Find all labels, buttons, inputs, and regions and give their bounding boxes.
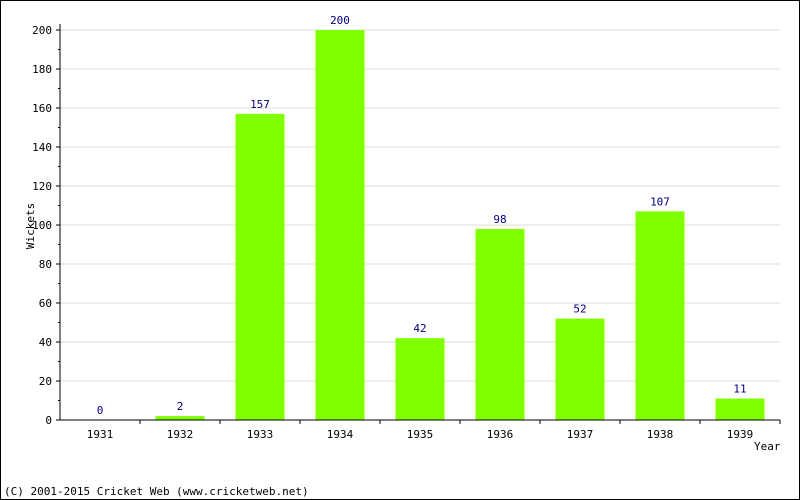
data-label: 0 xyxy=(97,404,104,417)
axes xyxy=(56,24,781,424)
bar-1932 xyxy=(155,416,205,420)
bar-1933 xyxy=(235,113,285,420)
y-tick-label: 120 xyxy=(32,180,52,193)
x-tick-labels: 1931 1932 1933 1934 1935 1936 1937 1938 1939 xyxy=(87,428,754,441)
x-tick-label: 1932 xyxy=(167,428,194,441)
y-tick-label: 160 xyxy=(32,102,52,115)
bar-1935 xyxy=(395,338,445,420)
bars xyxy=(155,30,765,420)
x-tick-label: 1936 xyxy=(487,428,514,441)
data-label: 98 xyxy=(493,213,506,226)
data-labels: 0 2 157 200 42 98 52 107 11 xyxy=(97,14,747,417)
x-tick-label: 1931 xyxy=(87,428,114,441)
data-label: 11 xyxy=(733,383,746,396)
bar-1938 xyxy=(635,211,685,420)
y-tick-label: 200 xyxy=(32,24,52,37)
y-tick-label: 0 xyxy=(45,414,52,427)
data-label: 42 xyxy=(413,322,426,335)
bar-1939 xyxy=(715,398,765,420)
y-tick-label: 140 xyxy=(32,141,52,154)
x-tick-label: 1934 xyxy=(327,428,354,441)
x-tick-label: 1938 xyxy=(647,428,674,441)
x-tick-label: 1935 xyxy=(407,428,434,441)
y-tick-labels: 0 20 40 60 80 100 120 140 160 180 200 xyxy=(32,24,52,427)
y-axis-label: Wickets xyxy=(24,203,37,249)
x-tick-label: 1939 xyxy=(727,428,754,441)
data-label: 200 xyxy=(330,14,350,27)
data-label: 107 xyxy=(650,195,670,208)
y-tick-label: 100 xyxy=(32,219,52,232)
x-tick-label: 1937 xyxy=(567,428,594,441)
bar-1937 xyxy=(555,318,605,420)
y-tick-label: 60 xyxy=(39,297,52,310)
bar-1934 xyxy=(315,30,365,420)
y-tick-label: 80 xyxy=(39,258,52,271)
y-tick-label: 40 xyxy=(39,336,52,349)
data-label: 157 xyxy=(250,98,270,111)
copyright-footer: (C) 2001-2015 Cricket Web (www.cricketwe… xyxy=(4,485,309,498)
data-label: 2 xyxy=(177,400,184,413)
x-axis-label: Year xyxy=(754,440,781,453)
bar-1936 xyxy=(475,228,525,420)
y-tick-label: 20 xyxy=(39,375,52,388)
x-tick-label: 1933 xyxy=(247,428,274,441)
data-label: 52 xyxy=(573,303,586,316)
y-tick-label: 180 xyxy=(32,63,52,76)
